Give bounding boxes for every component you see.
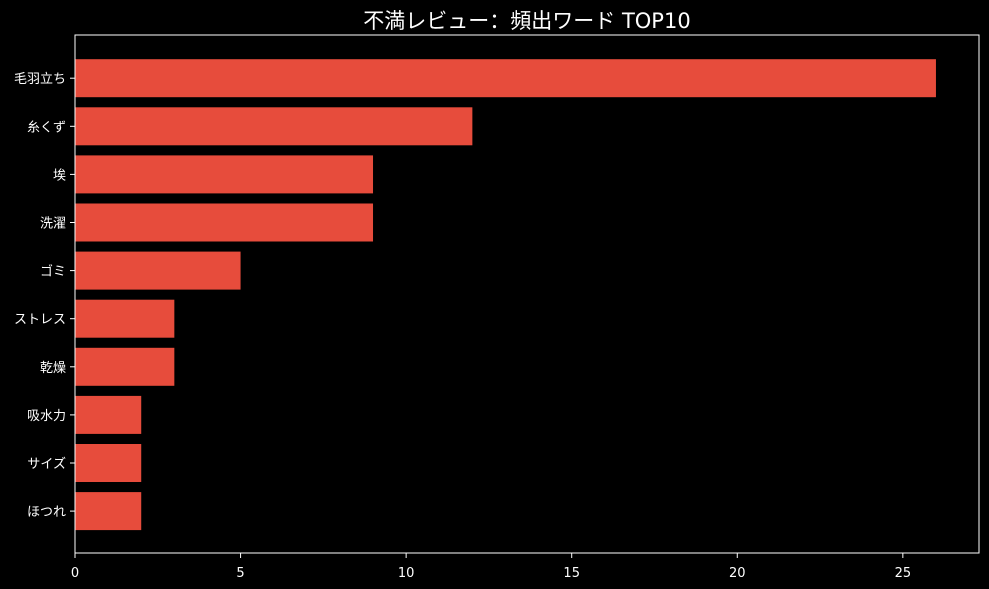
bar-5 <box>75 299 175 338</box>
category-label-6: 乾燥 <box>40 361 66 376</box>
bar-4 <box>75 251 241 290</box>
bar-3 <box>75 203 374 242</box>
category-label-9: ほつれ <box>27 505 66 520</box>
category-label-2: 埃 <box>53 168 66 183</box>
x-tick-label-4: 20 <box>729 566 746 581</box>
bar-8 <box>75 444 142 482</box>
x-tick-label-3: 15 <box>563 566 580 581</box>
category-label-8: サイズ <box>27 456 66 472</box>
chart-title: 不満レビュー：頻出ワード TOP10 <box>363 9 690 33</box>
bar-7 <box>75 395 142 434</box>
x-ticks-group: 0 5 10 15 20 25 <box>71 553 911 581</box>
x-tick-label-2: 10 <box>398 566 415 581</box>
bar-0 <box>75 59 936 98</box>
category-label-7: 吸水力 <box>27 409 66 424</box>
category-label-3: 洗濯 <box>40 217 66 232</box>
category-label-1: 糸くず <box>27 120 66 135</box>
category-label-5: ストレス <box>14 313 66 328</box>
x-tick-label-5: 25 <box>895 566 912 581</box>
bars-group <box>75 59 936 531</box>
bar-6 <box>75 347 175 386</box>
x-tick-label-1: 5 <box>236 566 244 581</box>
plot-frame <box>74 34 980 554</box>
bar-2 <box>75 155 374 194</box>
category-label-4: ゴミ <box>40 264 66 280</box>
x-tick-label-0: 0 <box>71 566 79 581</box>
category-label-0: 毛羽立ち <box>14 72 66 87</box>
bar-9 <box>75 492 142 531</box>
bar-1 <box>75 107 473 146</box>
